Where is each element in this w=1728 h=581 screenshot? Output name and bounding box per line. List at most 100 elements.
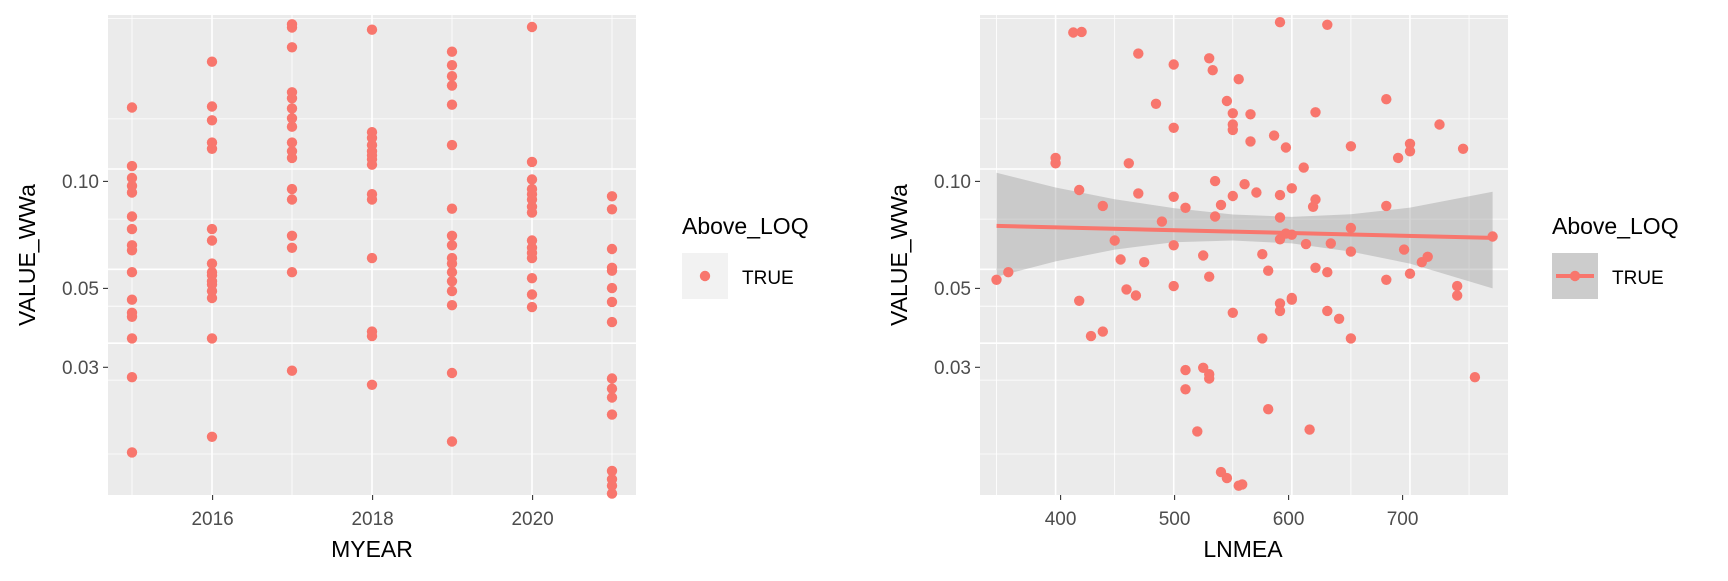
data-point: [206, 56, 218, 67]
data-point: [446, 436, 458, 447]
left-y-tick-label: 0.03: [62, 358, 99, 379]
data-point: [286, 194, 298, 205]
right-legend-label: TRUE: [1612, 268, 1664, 289]
data-point: [206, 431, 218, 442]
data-point: [1345, 333, 1357, 344]
data-point: [606, 474, 618, 485]
data-point: [1076, 26, 1087, 38]
data-point: [606, 392, 618, 403]
data-point: [1121, 284, 1132, 295]
data-point: [446, 139, 458, 151]
left-x-axis-title: MYEAR: [331, 536, 413, 562]
data-point: [1168, 280, 1179, 292]
data-point: [1068, 27, 1079, 38]
data-point: [206, 137, 218, 148]
data-point: [1237, 479, 1248, 490]
data-point: [126, 294, 138, 305]
data-point: [1168, 240, 1179, 251]
data-point: [206, 267, 218, 278]
left-legend-label: TRUE: [742, 268, 794, 289]
data-point: [366, 139, 378, 151]
data-point: [1050, 158, 1061, 169]
data-point: [1457, 143, 1469, 154]
data-point: [1345, 141, 1357, 152]
data-point: [1097, 200, 1109, 212]
data-point: [1168, 59, 1179, 70]
data-point: [1245, 109, 1256, 120]
data-point: [126, 333, 138, 344]
data-point: [1227, 124, 1239, 136]
data-point: [526, 183, 538, 195]
data-point: [526, 301, 538, 313]
data-point: [1207, 65, 1218, 76]
data-point: [1398, 244, 1410, 255]
data-point: [206, 333, 218, 344]
data-point: [1392, 152, 1404, 164]
data-point: [1133, 188, 1144, 199]
data-point: [1192, 426, 1203, 437]
data-point: [1150, 98, 1162, 110]
data-point: [206, 101, 218, 112]
data-point: [1452, 290, 1463, 301]
data-point: [526, 21, 538, 33]
data-point: [126, 160, 138, 172]
data-point: [1109, 235, 1120, 246]
data-point: [1233, 74, 1244, 85]
data-point: [1310, 262, 1321, 273]
left-x-tick-label: 2016: [191, 509, 233, 530]
data-point: [606, 465, 618, 477]
data-point: [446, 46, 458, 57]
left-chart: 0.10 0.05 0.03 VALUE_WWa 2016 2018 2020 …: [14, 15, 809, 562]
right-x-tick-label: 600: [1273, 509, 1305, 530]
data-point: [446, 252, 458, 264]
data-point: [1209, 211, 1221, 222]
data-point: [526, 174, 538, 185]
data-point: [1325, 238, 1337, 249]
left-x-axis: 2016 2018 2020 MYEAR: [191, 495, 554, 562]
data-point: [286, 242, 298, 253]
data-point: [126, 223, 138, 235]
data-point: [606, 409, 618, 420]
data-point: [1003, 267, 1014, 278]
right-y-tick-label: 0.03: [934, 358, 971, 379]
data-point: [526, 242, 538, 253]
data-point: [126, 307, 138, 318]
data-point: [1227, 190, 1239, 202]
data-point: [1404, 138, 1416, 149]
right-legend-point-icon: [1569, 270, 1581, 282]
data-point: [526, 201, 538, 212]
data-point: [366, 127, 378, 138]
data-point: [1404, 146, 1416, 157]
data-point: [286, 137, 298, 148]
data-point: [1215, 199, 1227, 211]
data-point: [446, 285, 458, 297]
data-point: [446, 203, 458, 214]
left-legend-point-icon: [699, 270, 711, 282]
data-point: [286, 87, 298, 98]
right-y-axis-title: VALUE_WWa: [886, 184, 912, 326]
data-point: [1274, 298, 1286, 309]
right-gridlines: [980, 15, 1508, 495]
data-point: [606, 373, 618, 384]
data-point: [1333, 313, 1345, 324]
data-point: [1274, 17, 1286, 28]
data-point: [286, 267, 298, 278]
data-point: [1274, 189, 1286, 201]
data-point: [446, 80, 458, 91]
right-data-points: [991, 17, 1498, 491]
right-chart: 0.10 0.05 0.03 VALUE_WWa 400 500 600 700…: [886, 15, 1679, 562]
left-y-tick-label: 0.10: [62, 172, 99, 193]
right-x-axis: 400 500 600 700 LNMEA: [1045, 495, 1418, 562]
data-point: [1130, 290, 1142, 301]
data-point: [286, 230, 298, 241]
data-point: [606, 204, 618, 215]
data-point: [286, 19, 298, 30]
data-point: [606, 488, 618, 499]
data-point: [1286, 294, 1298, 305]
data-point: [606, 383, 618, 394]
data-point: [446, 300, 458, 311]
data-point: [1310, 107, 1321, 118]
data-point: [1245, 136, 1256, 147]
